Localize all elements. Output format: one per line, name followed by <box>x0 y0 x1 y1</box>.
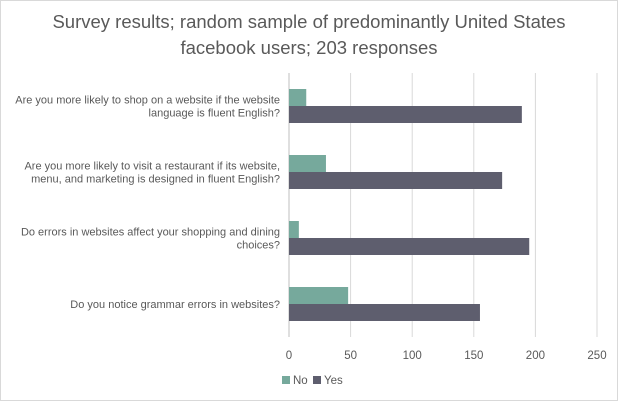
category-label: Are you more likely to visit a restauran… <box>24 161 280 173</box>
bar-no-2 <box>289 155 326 172</box>
legend-swatch-no <box>282 376 290 384</box>
bar-no-4 <box>289 287 349 304</box>
bar-yes-1 <box>289 106 522 123</box>
x-tick-label: 250 <box>587 350 606 362</box>
legend-label-yes: Yes <box>324 375 343 387</box>
x-tick-label: 0 <box>286 350 292 362</box>
x-tick-label: 200 <box>526 350 545 362</box>
legend-swatch-yes <box>313 376 321 384</box>
x-tick-label: 150 <box>464 350 483 362</box>
category-label: menu, and marketing is designed in fluen… <box>31 174 280 186</box>
chart-title: Survey results; random sample of predomi… <box>1 9 617 61</box>
category-label: Do errors in websites affect your shoppi… <box>21 227 280 239</box>
chart-title-line-2: facebook users; 203 responses <box>180 37 438 58</box>
bar-yes-3 <box>289 238 530 255</box>
category-label: Are you more likely to shop on a website… <box>15 95 280 107</box>
category-label: choices? <box>237 240 280 252</box>
category-label: language is fluent English? <box>149 108 280 120</box>
bar-yes-2 <box>289 172 503 189</box>
chart-title-line-1: Survey results; random sample of predomi… <box>52 11 566 32</box>
legend-label-no: No <box>293 375 308 387</box>
category-label: Do you notice grammar errors in websites… <box>70 299 280 311</box>
bar-no-3 <box>289 221 299 238</box>
bar-no-1 <box>289 89 307 106</box>
x-tick-label: 100 <box>403 350 422 362</box>
bar-yes-4 <box>289 304 480 321</box>
x-tick-label: 50 <box>344 350 357 362</box>
